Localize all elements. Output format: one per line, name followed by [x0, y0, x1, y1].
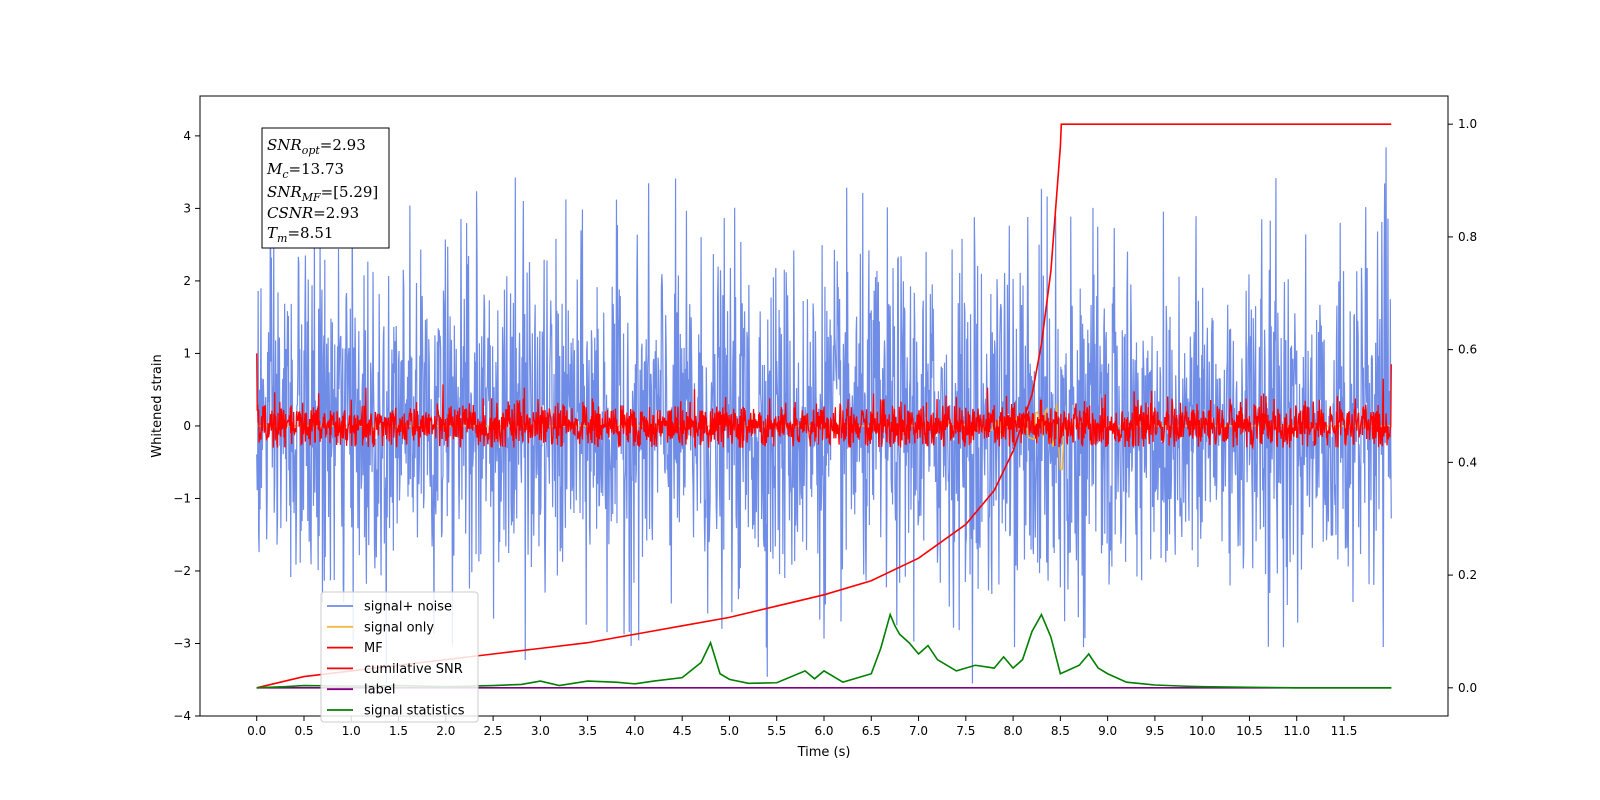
info-tm: Tm=8.51 — [267, 224, 333, 245]
x-tick-label: 2.5 — [484, 724, 503, 738]
x-tick-label: 3.0 — [531, 724, 550, 738]
y2-tick-label: 0.0 — [1458, 681, 1477, 695]
info-snr-opt: SNRopt=2.93 — [267, 136, 366, 157]
x-tick-label: 1.5 — [389, 724, 408, 738]
x-tick-label: 9.0 — [1098, 724, 1117, 738]
legend-label: cumilative SNR — [364, 662, 463, 677]
info-mc: Mc=13.73 — [266, 160, 344, 181]
legend-label: MF — [364, 641, 383, 656]
y-tick-label: 2 — [183, 274, 191, 288]
legend-label: signal statistics — [364, 704, 465, 719]
x-tick-label: 10.0 — [1189, 724, 1216, 738]
info-box: SNRopt=2.93 Mc=13.73 SNRMF=[5.29] CSNR=2… — [261, 127, 390, 249]
info-snr-mf: SNRMF=[5.29] — [267, 183, 378, 204]
y-tick-label: −3 — [173, 636, 191, 650]
y-tick-label: −1 — [173, 491, 191, 505]
x-axis-label: Time (s) — [797, 745, 851, 760]
x-tick-label: 3.5 — [578, 724, 597, 738]
y2-tick-label: 1.0 — [1458, 117, 1477, 131]
series-mf-line — [256, 353, 1392, 451]
y-tick-label: 0 — [183, 419, 191, 433]
series-signal-statistics-line — [256, 612, 1392, 689]
y-tick-label: 4 — [183, 129, 191, 143]
legend: signal+ noise signal only MF cumilative SNR… — [320, 591, 479, 723]
x-tick-label: 9.5 — [1145, 724, 1164, 738]
x-tick-label: 2.0 — [436, 724, 455, 738]
y-tick-label: −4 — [173, 709, 191, 723]
series-signal-noise-line — [256, 147, 1392, 684]
x-tick-label: 5.0 — [720, 724, 739, 738]
x-tick-label: 0.0 — [247, 724, 266, 738]
x-tick-label: 1.0 — [342, 724, 361, 738]
y-tick-label: 1 — [183, 346, 191, 360]
y-axis-ticks: −4 −3 −2 −1 0 1 2 3 4 — [173, 129, 200, 723]
x-tick-label: 8.0 — [1004, 724, 1023, 738]
y2-axis-ticks: 0.0 0.2 0.4 0.6 0.8 1.0 — [1448, 117, 1477, 695]
x-axis-ticks: 0.0 0.5 1.0 1.5 2.0 2.5 3.0 3.5 4.0 4.5 5.0 5.5 6.0 6… — [247, 716, 1357, 738]
y-axis-label: Whitened strain — [150, 354, 165, 457]
x-tick-label: 7.0 — [909, 724, 928, 738]
legend-label: label — [364, 683, 395, 698]
legend-label: signal only — [364, 620, 434, 635]
y2-tick-label: 0.2 — [1458, 568, 1477, 582]
x-tick-label: 0.5 — [294, 724, 313, 738]
y-tick-label: −2 — [173, 564, 191, 578]
x-tick-label: 4.5 — [673, 724, 692, 738]
x-tick-label: 7.5 — [956, 724, 975, 738]
x-tick-label: 8.5 — [1051, 724, 1070, 738]
x-tick-label: 11.0 — [1283, 724, 1310, 738]
info-csnr: CSNR=2.93 — [267, 204, 359, 222]
y-tick-label: 3 — [183, 201, 191, 215]
x-tick-label: 6.0 — [814, 724, 833, 738]
y2-tick-label: 0.6 — [1458, 343, 1477, 357]
x-tick-label: 11.5 — [1331, 724, 1358, 738]
y2-tick-label: 0.8 — [1458, 230, 1477, 244]
x-tick-label: 4.0 — [625, 724, 644, 738]
x-tick-label: 6.5 — [862, 724, 881, 738]
y2-tick-label: 0.4 — [1458, 455, 1477, 469]
legend-label: signal+ noise — [364, 600, 452, 615]
x-tick-label: 5.5 — [767, 724, 786, 738]
x-tick-label: 10.5 — [1236, 724, 1263, 738]
